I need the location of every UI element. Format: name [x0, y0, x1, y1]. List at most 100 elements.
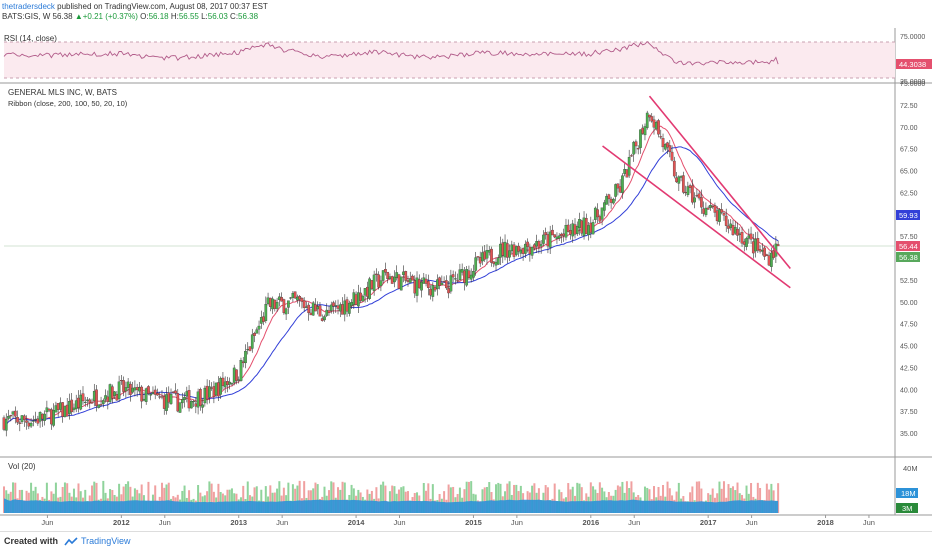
candle-body	[580, 220, 584, 234]
candle-body	[695, 195, 699, 197]
volume-bar	[519, 485, 522, 513]
candle-body	[307, 304, 311, 314]
volume-bar	[720, 488, 723, 513]
candle-body	[169, 393, 173, 404]
volume-bar	[756, 482, 759, 513]
open-label: O:	[140, 12, 149, 21]
candle-body	[589, 222, 593, 233]
candle-body	[765, 254, 769, 257]
volume-bar	[253, 487, 256, 513]
candle-body	[390, 276, 394, 284]
author-link[interactable]: thetradersdeck	[2, 2, 55, 11]
price-tick-label: 45.00	[900, 344, 918, 351]
volume-bar	[269, 485, 272, 513]
volume-bar	[698, 481, 701, 513]
volume-bar	[72, 488, 75, 513]
candle-body	[722, 212, 726, 216]
volume-bar	[303, 481, 306, 513]
candle-body	[460, 269, 464, 273]
candle-body	[517, 245, 520, 252]
time-tick-label: Jun	[746, 518, 758, 527]
tradingview-brand[interactable]: TradingView	[64, 536, 131, 546]
candle-body	[772, 250, 775, 258]
channel-lower-line[interactable]	[602, 145, 791, 289]
volume-bar	[314, 482, 317, 513]
candle-body	[519, 249, 523, 254]
volume-bar	[296, 485, 299, 513]
volume-bar	[167, 482, 170, 513]
candle-body	[476, 256, 480, 258]
candle-body	[736, 228, 739, 236]
candle-body	[663, 143, 667, 150]
candle-body	[474, 257, 478, 271]
volume-bar	[332, 482, 335, 513]
candle-body	[81, 393, 85, 402]
price-tick-label: 67.50	[900, 147, 918, 154]
candle-body	[189, 401, 193, 409]
candle-body	[566, 224, 570, 232]
price-tick-label: 52.50	[900, 278, 918, 285]
candle-body	[675, 177, 678, 183]
candle-body	[264, 304, 268, 321]
candle-body	[618, 186, 622, 193]
chart-area[interactable]: RSI (14, close) 75.0000 25.0000 44.3038 …	[0, 0, 932, 532]
volume-bar	[625, 481, 628, 513]
candle-body	[555, 236, 559, 239]
volume-bar	[731, 486, 734, 513]
volume-bar	[745, 485, 748, 513]
volume-bar	[770, 483, 773, 513]
candle-body	[467, 270, 471, 278]
volume-bar	[210, 483, 213, 513]
publish-line: thetradersdeck published on TradingView.…	[2, 2, 268, 11]
candle-body	[411, 275, 414, 281]
volume-bar	[571, 486, 574, 513]
candle-body	[693, 197, 696, 203]
candle-body	[31, 420, 35, 422]
volume-ma-badge	[896, 488, 918, 498]
channel-upper-line[interactable]	[648, 95, 791, 270]
candle-body	[508, 250, 511, 258]
candle-body	[293, 291, 297, 299]
candle-body	[636, 148, 640, 150]
volume-bar	[264, 486, 267, 513]
candle-body	[122, 380, 125, 392]
candle-body	[429, 288, 432, 296]
volume-bar	[485, 486, 488, 513]
candle-body	[431, 285, 435, 297]
volume-bar	[226, 489, 229, 513]
rsi-series-line	[3, 40, 779, 66]
candle-body	[144, 388, 148, 402]
volume-bar	[165, 484, 168, 513]
candle-body	[724, 215, 728, 226]
candle-body	[677, 176, 681, 184]
candle-body	[52, 410, 56, 426]
candle-body	[237, 379, 241, 381]
volume-bar	[163, 487, 166, 513]
candle-body	[268, 297, 272, 307]
volume-bar	[567, 483, 570, 513]
candle-body	[250, 334, 254, 349]
candle-body	[442, 281, 446, 283]
candle-body	[323, 316, 326, 321]
candle-body	[424, 278, 428, 284]
volume-bar	[646, 487, 649, 513]
candle-body	[332, 302, 335, 307]
volume-bar	[109, 489, 112, 513]
candle-body	[415, 277, 419, 296]
candle-body	[661, 138, 665, 148]
volume-bar	[129, 486, 132, 513]
rsi-value-text: 44.3038	[899, 60, 926, 69]
candle-body	[201, 404, 204, 408]
candle-body	[108, 384, 112, 402]
candle-body	[747, 235, 751, 239]
candle-body	[219, 378, 223, 395]
time-tick-label: 2015	[465, 518, 482, 527]
candle-body	[113, 391, 116, 396]
candle-body	[406, 280, 410, 282]
candle-body	[7, 416, 10, 419]
volume-ma-badge-text: 18M	[901, 489, 916, 498]
candle-body	[223, 381, 227, 388]
candle-body	[183, 397, 186, 400]
volume-bar	[736, 482, 739, 513]
candle-body	[542, 234, 545, 244]
